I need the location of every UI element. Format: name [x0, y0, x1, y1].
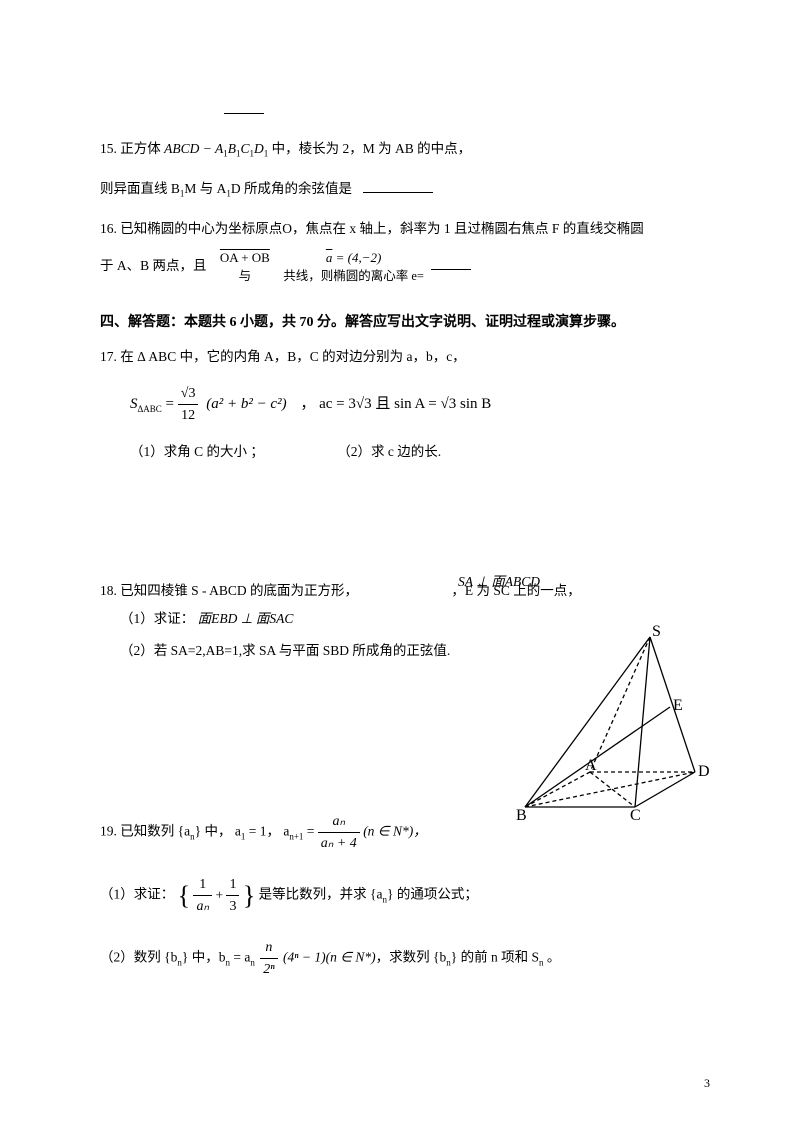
svg-text:A: A: [585, 757, 597, 774]
q19-sub2-a: （2）数列 {b: [100, 950, 177, 965]
q16-number: 16.: [100, 221, 117, 236]
section-4-title: 四、解答题：本题共 6 小题，共 70 分。解答应写出文字说明、证明过程或演算步…: [100, 312, 700, 333]
q17-subquestions: （1）求角 C 的大小 ； （2）求 c 边的长.: [130, 442, 700, 462]
q19-line1-a: 已知数列 {a: [120, 824, 190, 839]
q17-text: 在 Δ ABC 中，它的内角 A，B，C 的对边分别为 a，b，c，: [120, 349, 465, 364]
q15-number: 15.: [100, 141, 117, 156]
question-17: 17. 在 Δ ABC 中，它的内角 A，B，C 的对边分别为 a，b，c， S…: [100, 347, 700, 463]
svg-text:S: S: [652, 623, 661, 640]
q15-line2-b: M 与 A: [184, 181, 226, 196]
svg-text:E: E: [673, 697, 683, 714]
svg-text:D: D: [698, 763, 710, 780]
q16-vec-a: aa = (4,−2) = (4,−2) 共线，则椭圆的离心率 e=: [283, 248, 424, 286]
q17-formula: SΔABC = √3 12 (a² + b² − c²) ， ac = 3√3 …: [130, 383, 700, 426]
q17-sub2: （2）求 c 边的长.: [337, 444, 441, 459]
svg-text:C: C: [630, 807, 641, 822]
pyramid-figure: S A B C D E: [480, 622, 710, 829]
q15-text-b: 中，棱长为 2，M 为 AB 的中点，: [272, 141, 472, 156]
q19-sub1-b: 是等比数列，并求 {a: [259, 887, 383, 902]
page-number: 3: [704, 1074, 710, 1092]
q19-recurrence-frac: aₙ aₙ + 4: [318, 811, 360, 854]
q18-line1-a: 已知四棱锥 S - ABCD 的底面为正方形，: [120, 583, 358, 598]
q16-vec-oa-ob: OA + OB 与: [220, 248, 270, 286]
q15-line2-c: D 所成角的余弦值是: [231, 181, 352, 196]
q15-cube: ABCD − A1B1C1D1: [164, 141, 272, 156]
q19-sub1-a: （1）求证：: [100, 887, 174, 902]
q18-sub2: （2）若 SA=2,AB=1,求 SA 与平面 SBD 所成角的正弦值.: [120, 643, 450, 658]
q18-sub1-b: 面EBD ⊥ 面SAC: [198, 611, 294, 626]
question-15: 15. 正方体 ABCD − A1B1C1D1 中，棱长为 2，M 为 AB 的…: [100, 139, 700, 201]
q19-sub1-brace: { 1aₙ + 13 }: [178, 874, 256, 917]
svg-text:B: B: [516, 807, 527, 822]
q18-number: 18.: [100, 583, 117, 598]
q19-number: 19.: [100, 824, 117, 839]
q18-sub1-a: （1）求证：: [120, 611, 194, 626]
blank-continuation: [220, 100, 700, 121]
q15-line2-a: 则异面直线 B: [100, 181, 180, 196]
blank-answer-16: [431, 269, 471, 270]
blank-answer-15: [363, 192, 433, 193]
q17-number: 17.: [100, 349, 117, 364]
q18-line1-b: ，E 为 SC 上的一点，: [451, 583, 580, 598]
question-16: 16. 已知椭圆的中心为坐标原点O，焦点在 x 轴上，斜率为 1 且过椭圆右焦点…: [100, 219, 700, 286]
q16-line1: 已知椭圆的中心为坐标原点O，焦点在 x 轴上，斜率为 1 且过椭圆右焦点 F 的…: [120, 221, 644, 236]
q17-sub1: （1）求角 C 的大小 ；: [130, 444, 264, 459]
question-19: 19. 已知数列 {an} 中， a1 = 1， an+1 = aₙ aₙ + …: [100, 811, 700, 980]
q15-text-a: 正方体: [120, 141, 161, 156]
q16-line2-a: 于 A、B 两点，且: [100, 258, 207, 273]
